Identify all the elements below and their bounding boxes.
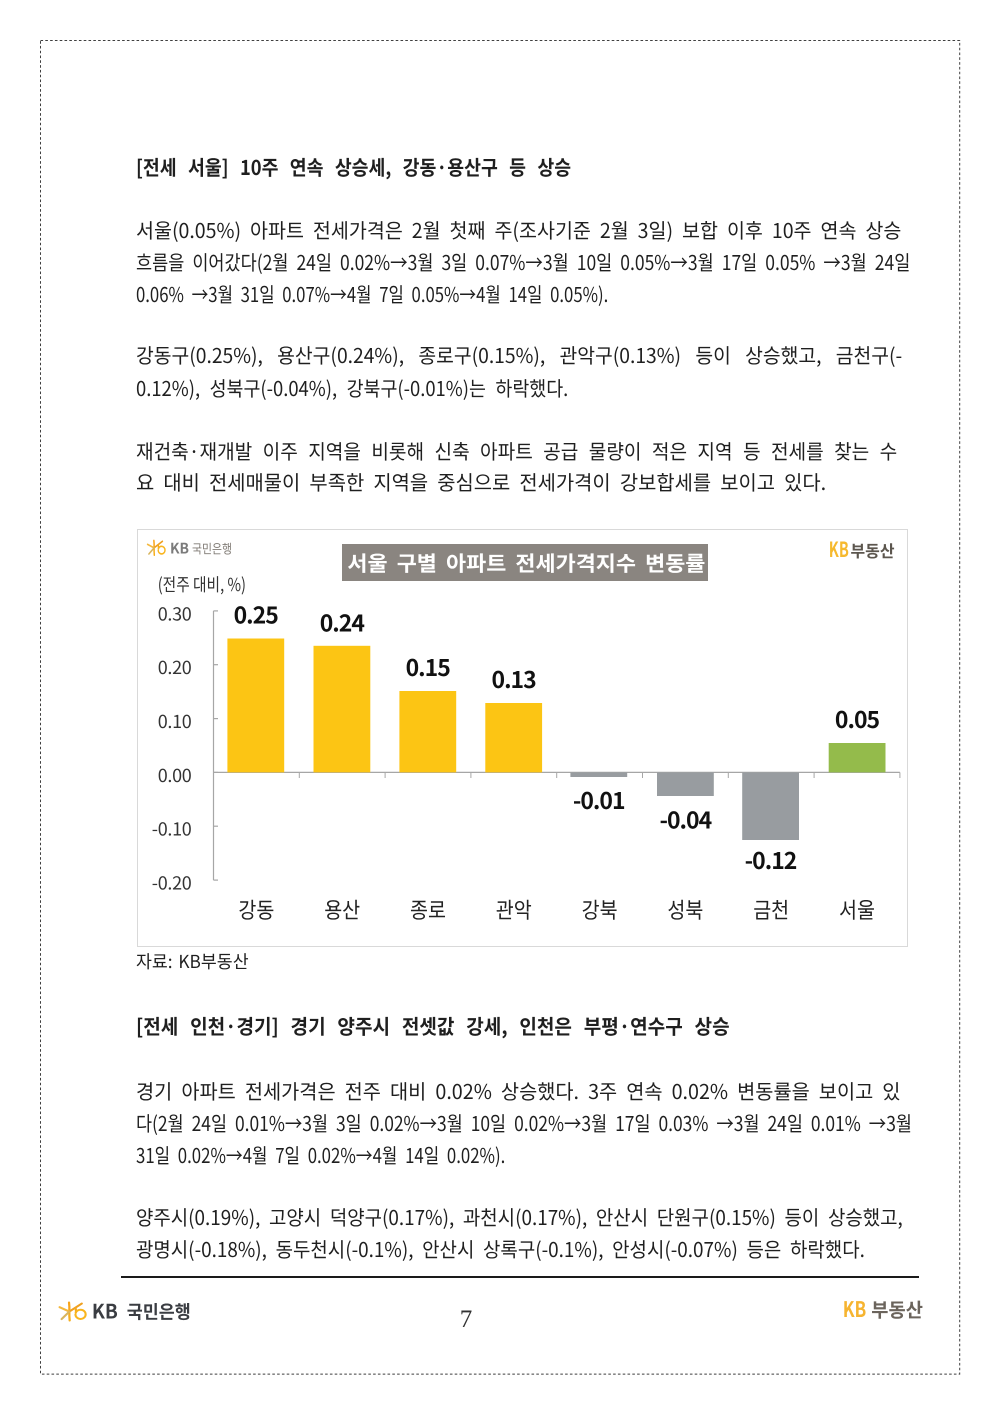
- svg-text:용산: 용산: [324, 893, 360, 925]
- svg-text:0.10: 0.10: [158, 708, 192, 734]
- svg-text:KB: KB: [843, 1296, 867, 1324]
- svg-text:-0.01: -0.01: [573, 782, 625, 816]
- svg-text:0.25: 0.25: [234, 597, 279, 631]
- svg-text:-0.10: -0.10: [152, 816, 192, 842]
- svg-text:성북: 성북: [667, 893, 703, 925]
- svg-text:0.05: 0.05: [835, 701, 880, 735]
- svg-text:0.15: 0.15: [406, 649, 451, 683]
- svg-text:KB: KB: [170, 537, 189, 558]
- svg-text:KB: KB: [92, 1298, 118, 1325]
- svg-text:-0.20: -0.20: [152, 870, 192, 896]
- svg-text:0.24: 0.24: [320, 604, 365, 638]
- svg-text:종로: 종로: [410, 893, 446, 925]
- svg-text:서울 구별 아파트 전세가격지수 변동률: 서울 구별 아파트 전세가격지수 변동률: [347, 548, 705, 578]
- svg-text:-0.12: -0.12: [745, 842, 797, 876]
- svg-text:서울: 서울: [839, 893, 875, 925]
- svg-text:국민은행: 국민은행: [127, 1299, 191, 1325]
- svg-text:부동산: 부동산: [871, 1296, 923, 1323]
- svg-text:부동산: 부동산: [851, 538, 895, 562]
- svg-text:0.30: 0.30: [158, 600, 192, 626]
- svg-text:(전주 대비, %): (전주 대비, %): [158, 571, 246, 597]
- svg-text:0.13: 0.13: [492, 661, 537, 695]
- svg-text:KB: KB: [829, 534, 849, 564]
- svg-text:강동: 강동: [238, 893, 274, 925]
- svg-text:0.00: 0.00: [158, 762, 192, 788]
- svg-text:-0.04: -0.04: [659, 801, 711, 835]
- svg-text:0.20: 0.20: [158, 654, 192, 680]
- svg-text:강북: 강북: [582, 893, 618, 925]
- svg-text:관악: 관악: [496, 893, 532, 925]
- svg-text:금천: 금천: [753, 893, 789, 925]
- svg-text:국민은행: 국민은행: [192, 538, 232, 557]
